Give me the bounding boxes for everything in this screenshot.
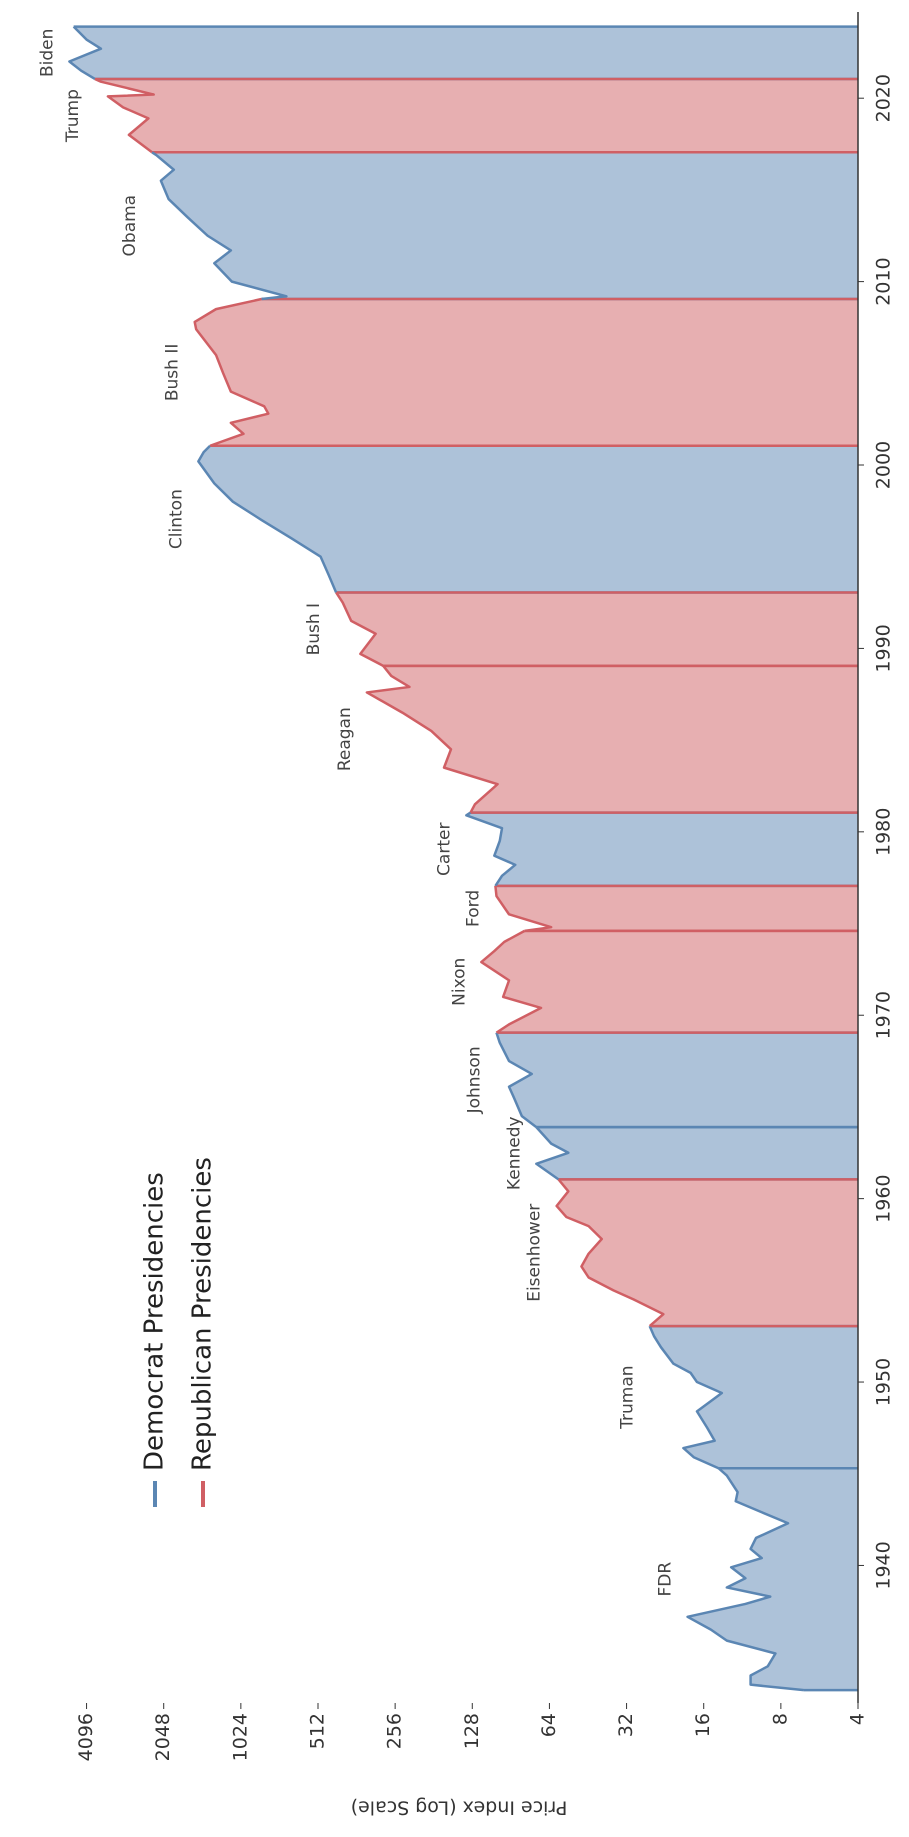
president-label: Ford: [463, 890, 483, 927]
presidency-area: [481, 930, 858, 1033]
y-tick-label: 128: [461, 1713, 483, 1749]
president-label: Nixon: [449, 958, 469, 1006]
x-tick-label: 1980: [873, 808, 895, 856]
president-label: Bush I: [304, 603, 324, 656]
presidency-area: [536, 1127, 858, 1180]
y-axis-title: Price Index (Log Scale): [351, 1797, 568, 1819]
president-label: Bush II: [163, 344, 183, 402]
y-tick-label: 4096: [75, 1713, 97, 1761]
y-tick-label: 8: [769, 1713, 791, 1725]
y-tick-label: 2048: [152, 1713, 174, 1761]
president-label: Truman: [618, 1365, 638, 1429]
presidency-area: [366, 665, 858, 813]
x-tick-label: 1960: [873, 1174, 895, 1222]
price-line: [465, 811, 517, 887]
x-tick-label: 2020: [873, 74, 895, 122]
price-line: [94, 77, 155, 154]
x-tick-label: 1950: [873, 1358, 895, 1406]
president-label: Johnson: [464, 1046, 484, 1114]
president-label: Trump: [63, 89, 83, 143]
price-line: [151, 151, 288, 301]
presidency-area: [687, 1468, 858, 1691]
price-line: [555, 1178, 665, 1328]
price-line: [480, 929, 543, 1034]
price-line: [335, 591, 384, 667]
president-label: Biden: [37, 29, 57, 77]
presidency-area: [556, 1179, 858, 1327]
presidency-area: [649, 1326, 858, 1469]
president-label: Carter: [434, 823, 454, 876]
presidency-area: [495, 885, 858, 931]
presidency-area: [466, 812, 858, 886]
y-tick-label: 32: [615, 1713, 637, 1737]
price-line: [68, 25, 103, 81]
presidency-area: [496, 1032, 858, 1128]
price-line: [495, 1032, 538, 1129]
presidency-area: [152, 152, 858, 300]
x-tick-label: 1990: [873, 624, 895, 672]
presidency-area: [69, 26, 858, 79]
president-label: FDR: [656, 1562, 676, 1597]
x-tick-label: 1940: [873, 1541, 895, 1589]
presidency-area: [336, 592, 858, 666]
president-label: Clinton: [166, 489, 186, 549]
x-tick-label: 2000: [873, 441, 895, 489]
y-tick-label: 64: [538, 1713, 560, 1737]
presidency-area: [194, 299, 858, 446]
rotated-chart: Price Index (Log Scale) FDR Truman Kennedy…: [37, 12, 895, 1819]
y-tick-label: 16: [692, 1713, 714, 1737]
price-line: [365, 665, 499, 814]
presidency-area: [94, 78, 858, 153]
x-tick-label: 1970: [873, 991, 895, 1039]
president-label: Kennedy: [504, 1116, 524, 1190]
y-tick-label: 4: [847, 1713, 869, 1725]
legend-label: Democrat Presidencies: [140, 1172, 170, 1471]
presidency-area: [198, 445, 858, 593]
x-tick-label: 2010: [873, 257, 895, 305]
price-line: [193, 297, 270, 447]
president-label: Eisenhower: [525, 1204, 545, 1302]
president-label: Obama: [120, 195, 140, 257]
price-line: [686, 1467, 805, 1692]
legend-label: Republican Presidencies: [188, 1157, 218, 1471]
president-label: Reagan: [335, 707, 355, 771]
price-line: [535, 1126, 570, 1181]
y-tick-label: 1024: [229, 1713, 251, 1761]
y-tick-label: 512: [306, 1713, 328, 1749]
price-line: [494, 885, 553, 933]
y-tick-label: 256: [384, 1713, 406, 1749]
price-line: [648, 1325, 724, 1470]
price-line: [197, 444, 338, 593]
